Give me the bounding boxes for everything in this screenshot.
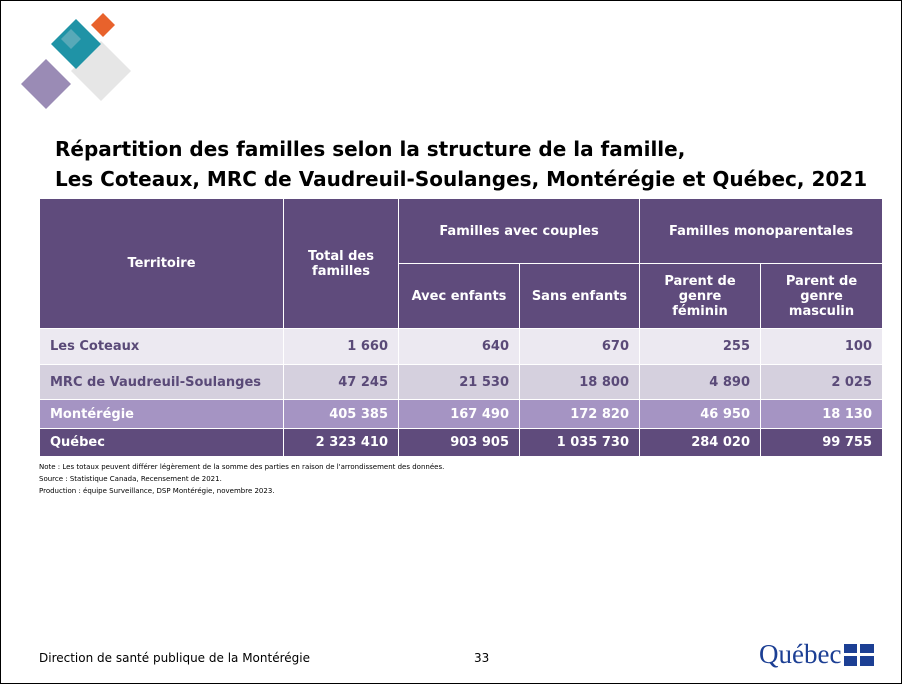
cell: 2 025: [761, 365, 883, 400]
subheader: Avec enfants: [399, 264, 520, 329]
cell: 18 800: [520, 365, 640, 400]
subheader: Sans enfants: [520, 264, 640, 329]
cell: 100: [761, 329, 883, 365]
row-label: Montérégie: [40, 400, 284, 429]
header: Total des familles: [284, 199, 399, 329]
data-table: Territoire Total des familles Familles a…: [39, 198, 883, 457]
quebec-logo: Québec: [759, 639, 874, 670]
cell: 640: [399, 329, 520, 365]
cell: 172 820: [520, 400, 640, 429]
page-number: 33: [474, 651, 489, 665]
cell: 1 035 730: [520, 429, 640, 457]
cell: 670: [520, 329, 640, 365]
subheader: Parent de genre féminin: [640, 264, 761, 329]
cell: 167 490: [399, 400, 520, 429]
note: Note : Les totaux peuvent différer légèr…: [39, 463, 444, 471]
cell: 405 385: [284, 400, 399, 429]
title: Les Coteaux, MRC de Vaudreuil-Soulanges,…: [55, 167, 867, 191]
cell: 18 130: [761, 400, 883, 429]
note: Source : Statistique Canada, Recensement…: [39, 475, 222, 483]
header: Familles avec couples: [399, 199, 640, 264]
cell: 255: [640, 329, 761, 365]
cell: 903 905: [399, 429, 520, 457]
title: Répartition des familles selon la struct…: [55, 137, 685, 161]
cell: 4 890: [640, 365, 761, 400]
cell: 2 323 410: [284, 429, 399, 457]
footer-text: Direction de santé publique de la Montér…: [39, 651, 310, 665]
row-label: Québec: [40, 429, 284, 457]
logo-diamonds: [1, 1, 141, 121]
subheader: Parent de genre masculin: [761, 264, 883, 329]
cell: 99 755: [761, 429, 883, 457]
cell: 46 950: [640, 400, 761, 429]
logo-flag: [844, 644, 874, 666]
logo-text: Québec: [759, 639, 841, 670]
cell: 1 660: [284, 329, 399, 365]
row-label: Les Coteaux: [40, 329, 284, 365]
note: Production : équipe Surveillance, DSP Mo…: [39, 487, 275, 495]
header: Familles monoparentales: [640, 199, 883, 264]
header: Territoire: [40, 199, 284, 329]
cell: 284 020: [640, 429, 761, 457]
cell: 21 530: [399, 365, 520, 400]
cell: 47 245: [284, 365, 399, 400]
slide: Répartition des familles selon la struct…: [0, 0, 902, 684]
row-label: MRC de Vaudreuil-Soulanges: [40, 365, 284, 400]
